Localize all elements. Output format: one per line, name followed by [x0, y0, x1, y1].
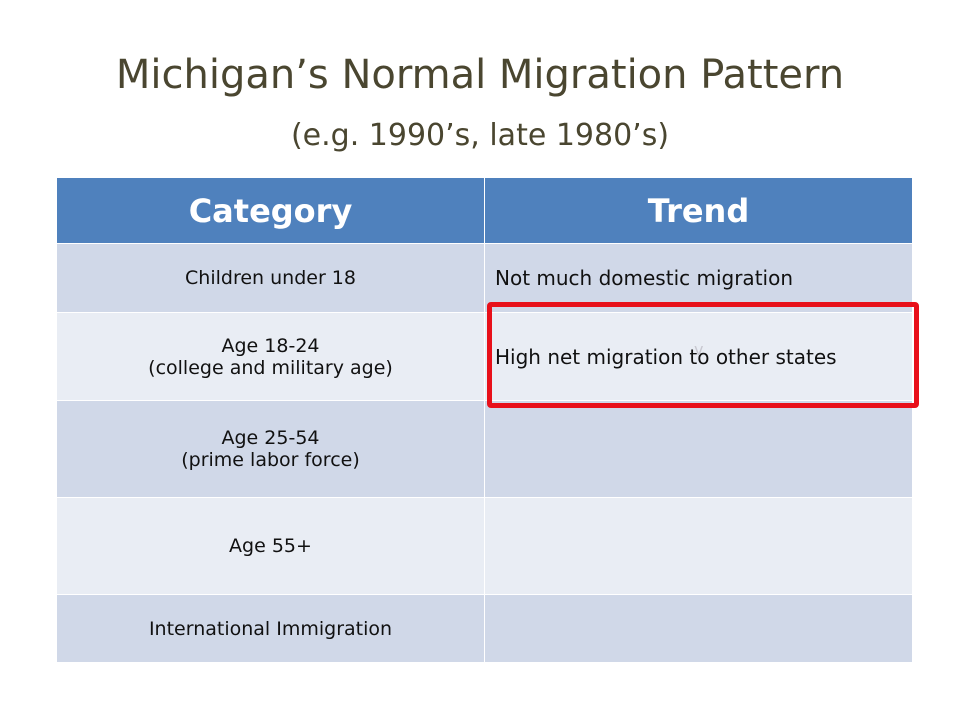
category-line: (prime labor force) [181, 449, 360, 471]
trend-cell [485, 498, 912, 594]
trend-cell [485, 401, 912, 497]
category-line: Age 55+ [229, 535, 312, 557]
highlight-box [487, 302, 919, 408]
trend-cell: Not much domestic migration [485, 244, 912, 312]
category-cell: Children under 18 [57, 244, 484, 312]
trend-cell: High net migration to other states [485, 313, 912, 400]
category-line: Children under 18 [185, 267, 356, 289]
category-cell: International Immigration [57, 595, 484, 662]
header-cell: Category [57, 178, 484, 243]
category-cell: Age 55+ [57, 498, 484, 594]
header-cell: Trend [485, 178, 912, 243]
trend-text: Not much domestic migration [495, 266, 793, 290]
category-line: (college and military age) [148, 356, 393, 379]
trend-cell [485, 595, 912, 662]
category-cell: Age 18-24 (college and military age) [57, 313, 484, 400]
category-cell: Age 25-54 (prime labor force) [57, 401, 484, 497]
slide-title: Michigan’s Normal Migration Pattern [115, 52, 845, 98]
slide-subtitle: (e.g. 1990’s, late 1980’s) [290, 118, 670, 153]
category-line: International Immigration [148, 617, 393, 640]
trend-text: High net migration to other states [495, 344, 837, 369]
annotation: v [694, 340, 704, 359]
category-line: Age 18-24 [221, 334, 320, 357]
category-line: Age 25-54 [221, 427, 320, 449]
